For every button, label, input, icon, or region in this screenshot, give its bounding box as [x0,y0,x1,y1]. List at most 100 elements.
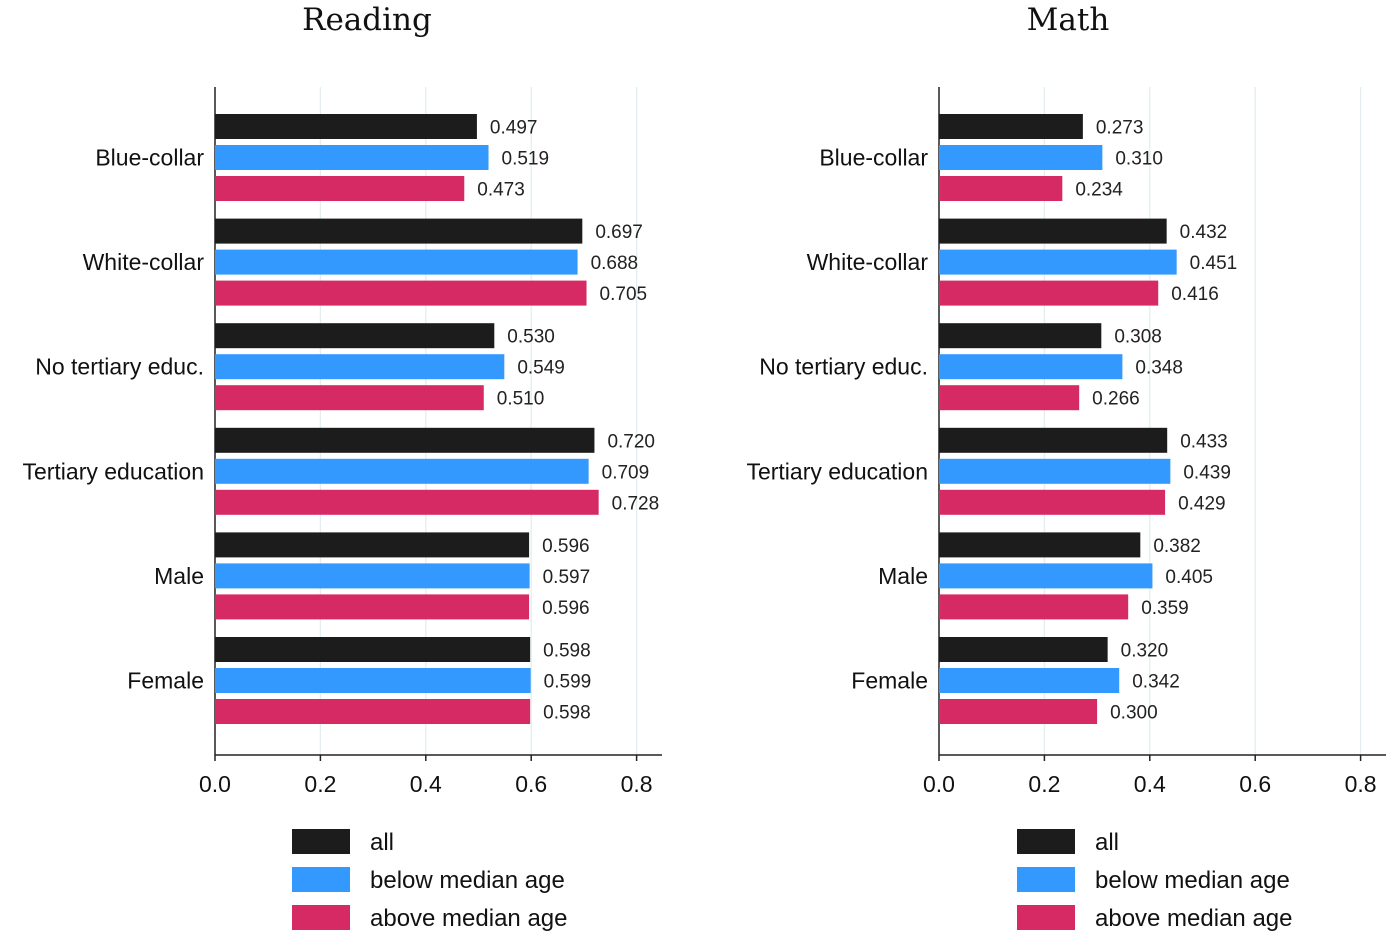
bar-value-label: 0.598 [543,703,591,724]
bar [215,249,578,275]
legend-label: above median age [1095,905,1292,932]
bar-value-label: 0.597 [543,567,591,588]
bar-value-label: 0.596 [542,598,590,619]
bar-value-label: 0.382 [1153,536,1201,557]
legend-swatch [1017,905,1075,930]
x-tick-label: 0.8 [621,771,653,797]
bar-value-label: 0.549 [517,358,565,379]
bar [215,114,477,139]
bar [215,532,530,558]
bar [939,427,1168,453]
bar [939,114,1083,139]
bar [939,354,1123,380]
bar-value-label: 0.530 [507,327,555,348]
bar [215,354,505,380]
bar [939,249,1177,275]
x-tick-label: 0.2 [1028,771,1060,797]
bar-value-label: 0.688 [591,253,639,274]
bar-value-label: 0.310 [1115,149,1163,170]
bar-value-label: 0.497 [490,118,538,139]
category-label: Blue-collar [95,145,204,171]
category-label: Tertiary education [746,458,928,484]
bar [215,699,531,724]
x-tick-label: 0.0 [923,771,955,797]
category-label: No tertiary educ. [35,354,204,380]
bar [215,280,587,306]
x-tick-label: 0.6 [515,771,547,797]
bar-value-label: 0.300 [1110,703,1158,724]
bar [215,594,530,620]
bar [215,218,583,244]
bar-value-label: 0.728 [612,493,660,514]
bar-value-label: 0.596 [542,536,590,557]
legend-label: below median age [370,867,565,894]
bar-value-label: 0.720 [607,431,655,452]
bar [215,458,589,484]
bar [939,563,1153,589]
bar [939,280,1159,306]
bar [939,385,1080,411]
x-tick-label: 0.8 [1345,771,1377,797]
bar-value-label: 0.308 [1114,327,1162,348]
bar [939,668,1120,693]
reading-panel: Reading 0.0 0.2 0.4 0.6 0.8 Blue-collar 0.497 0… [22,2,662,932]
category-label: No tertiary educ. [759,354,928,380]
bar-value-label: 0.598 [543,641,591,662]
bar-value-label: 0.266 [1092,389,1140,410]
bar [215,323,495,349]
legend-label: all [1095,829,1119,856]
category-label: Female [127,668,204,694]
bar-value-label: 0.359 [1141,598,1189,619]
bar-value-label: 0.709 [602,462,650,483]
x-tick-label: 0.0 [199,771,231,797]
bar-value-label: 0.705 [600,284,648,305]
chart-title: Reading [302,2,432,38]
category-label: Female [851,668,928,694]
bar-value-label: 0.433 [1180,431,1228,452]
legend-label: above median age [370,905,567,932]
bar [939,323,1102,349]
bar [215,145,489,170]
bar-value-label: 0.342 [1132,672,1180,693]
category-label: Male [878,563,928,589]
bar-value-label: 0.599 [544,672,592,693]
x-tick-label: 0.4 [1134,771,1166,797]
bar-value-label: 0.348 [1135,358,1183,379]
legend-swatch [292,829,350,854]
math-panel: Math 0.0 0.2 0.4 0.6 0.8 Blue-collar 0.273 0.31… [746,2,1386,932]
bar [939,176,1063,201]
bar-value-label: 0.519 [502,149,550,170]
bar [939,145,1103,170]
bar [939,458,1171,484]
bar-value-label: 0.320 [1121,641,1169,662]
bar [939,532,1141,558]
chart-title: Math [1027,2,1110,38]
bar-value-label: 0.405 [1165,567,1213,588]
bar [939,489,1166,515]
category-label: Male [154,563,204,589]
bar-value-label: 0.273 [1096,118,1144,139]
legend-swatch [292,905,350,930]
bar-value-label: 0.234 [1075,180,1123,201]
bar [215,489,599,515]
bar [939,637,1108,662]
bar [939,218,1167,244]
bar-value-label: 0.439 [1183,462,1231,483]
bar-value-label: 0.510 [497,389,545,410]
bar-value-label: 0.429 [1178,493,1226,514]
legend-label: below median age [1095,867,1290,894]
bar-value-label: 0.697 [595,222,643,243]
category-label: Tertiary education [22,458,204,484]
legend-swatch [292,867,350,892]
bar [215,563,530,589]
x-tick-label: 0.6 [1239,771,1271,797]
bar [215,427,595,453]
x-tick-label: 0.2 [304,771,336,797]
x-tick-label: 0.4 [410,771,442,797]
bar [215,668,531,693]
legend-swatch [1017,829,1075,854]
bar [939,594,1129,620]
bar-value-label: 0.416 [1171,284,1219,305]
bar-value-label: 0.451 [1190,253,1238,274]
